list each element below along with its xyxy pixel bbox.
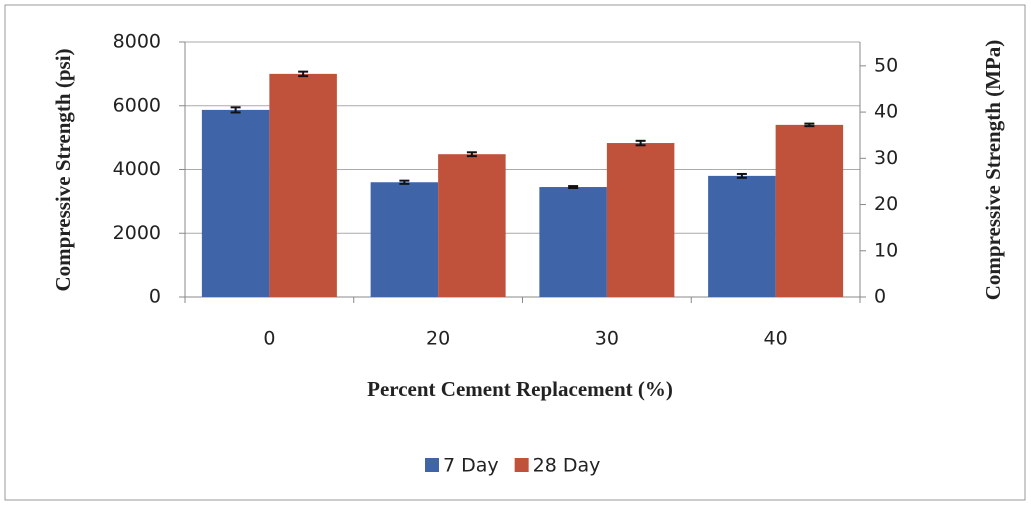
bar xyxy=(775,124,844,297)
error-bar xyxy=(298,70,309,78)
x-tick-label: 0 xyxy=(263,328,275,350)
bar xyxy=(269,73,337,297)
error-bar xyxy=(230,106,241,114)
x-tick-label: 20 xyxy=(426,328,450,350)
y2-tick-label: 0 xyxy=(874,286,886,308)
y-tick-label: 2000 xyxy=(113,222,161,244)
legend-label: 7 Day xyxy=(443,455,499,477)
y2-tick-label: 40 xyxy=(874,101,898,123)
error-bar xyxy=(568,185,579,189)
legend-swatch xyxy=(514,458,529,472)
y-tick-label: 0 xyxy=(149,286,161,308)
bar xyxy=(539,187,607,297)
y-tick-label: 8000 xyxy=(113,31,161,53)
y2-tick-label: 50 xyxy=(874,54,898,76)
y2-tick-label: 10 xyxy=(874,239,898,261)
bar xyxy=(201,109,270,297)
bar xyxy=(370,182,439,297)
chart-frame xyxy=(4,4,1026,501)
y-axis-title: Compressive Strength (psi) xyxy=(51,48,75,291)
bar xyxy=(438,154,506,297)
x-tick-label: 40 xyxy=(764,328,788,350)
y-tick-label: 6000 xyxy=(113,94,161,116)
error-bar xyxy=(466,151,477,158)
bar xyxy=(708,175,776,297)
x-tick-label: 30 xyxy=(595,328,619,350)
y2-tick-label: 30 xyxy=(874,147,898,169)
y2-axis-title: Compressive Strength (MPa) xyxy=(981,40,1005,301)
y-tick-label: 4000 xyxy=(113,158,161,180)
bar xyxy=(606,143,675,297)
error-bar xyxy=(635,139,646,147)
error-bar xyxy=(736,172,747,179)
x-axis-title: Percent Cement Replacement (%) xyxy=(367,377,673,401)
error-bar xyxy=(399,179,410,185)
legend-label: 28 Day xyxy=(533,455,601,477)
legend-swatch xyxy=(425,458,439,472)
y2-tick-label: 20 xyxy=(874,193,898,215)
error-bar xyxy=(804,122,815,128)
